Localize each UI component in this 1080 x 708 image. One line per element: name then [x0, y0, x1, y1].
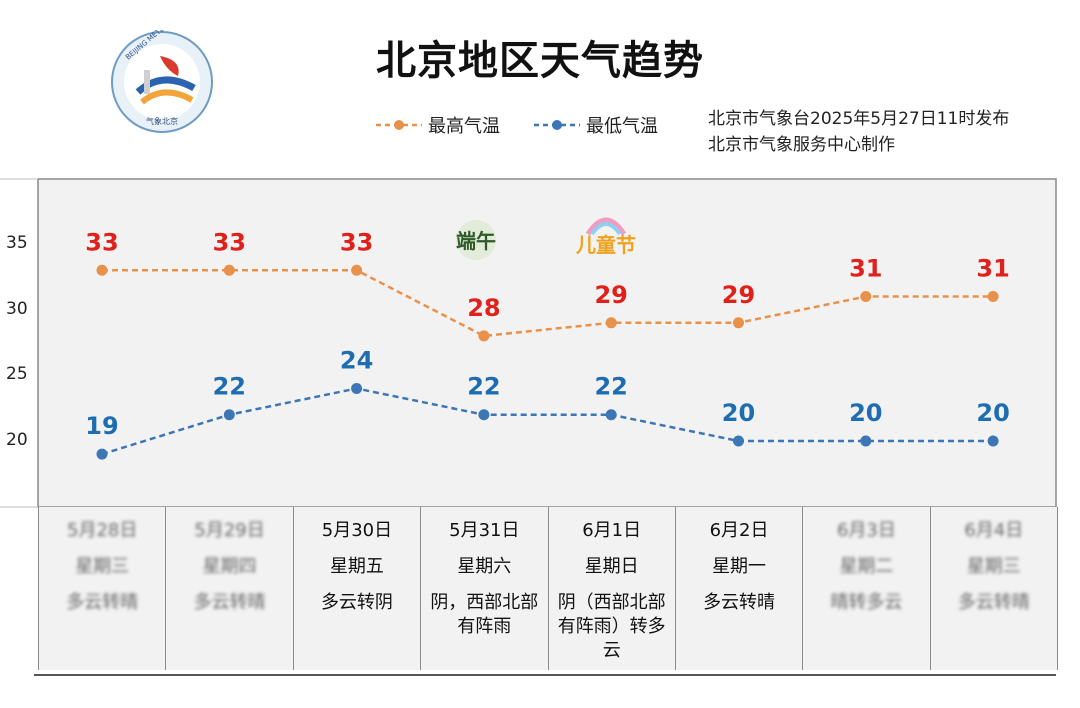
data-point-low	[351, 382, 363, 394]
issuer-info: 北京市气象台2025年5月27日11时发布 北京市气象服务中心制作	[708, 106, 1009, 158]
day-weather: 多云转晴	[957, 592, 1030, 613]
data-point-high	[351, 264, 363, 276]
day-weather: 阴，西部北部有阵雨	[430, 592, 539, 637]
forecast-day-column: 6月1日星期日阴（西部北部有阵雨）转多云	[549, 507, 676, 670]
beijing-meteorological-logo-icon: 气象北京 BEIJING METEOROLOGICAL	[111, 30, 213, 133]
legend-low-label: 最低气温	[586, 116, 658, 137]
logo-inner-text: 气象北京	[146, 116, 178, 126]
data-point-high	[223, 264, 235, 276]
day-date: 5月28日	[67, 520, 138, 541]
page-title: 北京地区天气趋势	[376, 38, 704, 84]
data-point-low	[96, 448, 108, 460]
data-label-high: 28	[467, 294, 500, 322]
dragon-boat-text: 端午	[456, 229, 496, 253]
y-tick-label: 20	[6, 430, 28, 450]
dragon-boat-festival-badge-icon: 端午	[456, 220, 496, 260]
issuer-line-2: 北京市气象服务中心制作	[708, 135, 895, 155]
day-weather: 多云转晴	[703, 592, 776, 613]
day-date: 6月3日	[836, 520, 896, 541]
legend-high: 最高气温	[376, 112, 500, 138]
forecast-day-column: 5月28日星期三多云转晴	[39, 507, 167, 670]
y-tick-label: 35	[6, 233, 28, 253]
data-label-high: 29	[594, 281, 627, 309]
data-label-high: 31	[849, 255, 882, 283]
data-label-low: 22	[213, 373, 246, 401]
day-date: 5月31日	[449, 520, 520, 541]
data-point-high	[96, 264, 108, 276]
chart-plot-area	[37, 178, 1057, 508]
data-point-high	[987, 291, 999, 303]
data-label-high: 31	[976, 255, 1009, 283]
day-weekday: 星期三	[966, 556, 1021, 577]
day-date: 5月30日	[321, 520, 393, 541]
forecast-day-column: 5月31日星期六阴，西部北部有阵雨	[421, 507, 549, 670]
data-label-low: 20	[722, 399, 755, 427]
childrens-day-text: 儿童节	[575, 233, 636, 257]
day-weekday: 星期六	[457, 556, 512, 577]
data-label-low: 20	[849, 399, 882, 427]
legend-low: 最低气温	[534, 112, 658, 138]
legend-high-marker-icon	[376, 120, 422, 130]
data-point-low	[860, 435, 872, 447]
day-weather: 多云转晴	[66, 592, 139, 613]
day-date: 6月4日	[964, 520, 1024, 541]
forecast-day-column: 6月3日星期二晴转多云	[803, 507, 931, 670]
forecast-day-column: 6月4日星期三多云转晴	[931, 507, 1057, 670]
table-bottom-rule	[34, 674, 1056, 676]
data-label-low: 22	[594, 373, 627, 401]
legend-low-marker-icon	[534, 120, 580, 130]
y-tick-label: 30	[6, 298, 28, 319]
data-label-low: 20	[976, 399, 1009, 427]
day-weather: 多云转阴	[320, 592, 393, 613]
day-weekday: 星期日	[584, 556, 639, 577]
forecast-days-table: 5月28日 星期三 多云转晴 5月29日 星期四 多云转晴 5月30日 星期五 多云转阴 5月31…	[38, 507, 1058, 670]
data-label-low: 19	[85, 412, 118, 440]
data-point-high	[478, 330, 490, 342]
data-point-low	[987, 435, 999, 447]
data-point-low	[223, 409, 235, 421]
y-tick-label: 25	[6, 364, 28, 385]
data-point-low	[605, 409, 617, 421]
day-weather: 多云转晴	[193, 592, 266, 613]
forecast-day-column: 5月29日星期四多云转晴	[166, 507, 294, 670]
forecast-day-column: 5月30日星期五多云转阴	[294, 507, 422, 670]
day-weekday: 星期一	[712, 556, 767, 577]
data-label-high: 33	[85, 228, 118, 256]
data-point-low	[733, 435, 744, 447]
day-weekday: 星期三	[75, 556, 130, 577]
forecast-day-column: 6月2日星期一多云转晴	[676, 507, 804, 670]
data-label-high: 29	[722, 281, 755, 309]
issuer-line-1: 北京市气象台2025年5月27日11时发布	[708, 109, 1010, 129]
childrens-day-badge-icon: 儿童节	[575, 217, 636, 257]
day-date: 5月29日	[194, 520, 265, 541]
data-label-high: 33	[340, 228, 373, 256]
series-line-high	[102, 269, 994, 338]
day-weekday: 星期二	[839, 556, 894, 577]
data-label-high: 33	[213, 228, 246, 256]
data-label-low: 24	[340, 346, 373, 374]
data-label-low: 22	[467, 373, 500, 401]
day-weather: 阴（西部北部有阵雨）转多云	[557, 592, 666, 661]
day-weekday: 星期四	[202, 556, 257, 577]
day-date: 6月1日	[582, 520, 642, 541]
day-weekday: 星期五	[329, 556, 384, 577]
data-point-low	[478, 409, 490, 421]
data-point-high	[733, 317, 744, 329]
legend-high-label: 最高气温	[428, 116, 500, 137]
series-line-low	[101, 387, 994, 456]
data-point-high	[605, 317, 617, 329]
day-date: 6月2日	[709, 520, 769, 541]
day-weather: 晴转多云	[830, 592, 903, 613]
data-point-high	[860, 291, 872, 303]
